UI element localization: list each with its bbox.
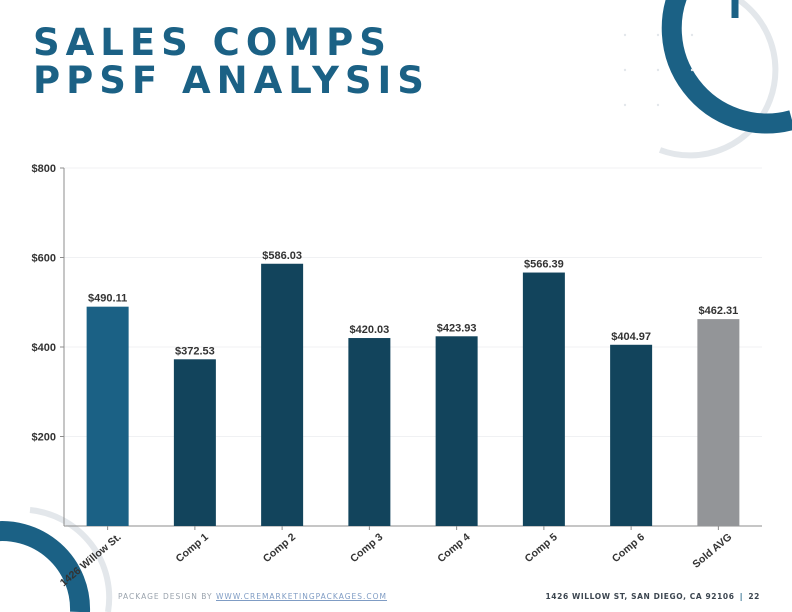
- page-title: SALES COMPS PPSF ANALYSIS: [33, 24, 430, 100]
- y-tick-label: $600: [32, 253, 56, 265]
- bar: [173, 359, 216, 526]
- footer-address-text: 1426 WILLOW ST, SAN DIEGO, CA 92106: [545, 592, 735, 601]
- decorative-dot: [623, 33, 627, 37]
- footer-credit-link[interactable]: WWW.CREMARKETINGPACKAGES.COM: [216, 592, 388, 601]
- footer-credit: PACKAGE DESIGN BY WWW.CREMARKETINGPACKAG…: [118, 592, 387, 601]
- footer-separator: |: [739, 592, 744, 601]
- x-tick-label: 1426 Willow St.: [58, 531, 124, 589]
- data-label: $423.93: [437, 322, 477, 334]
- data-label: $566.39: [524, 259, 564, 271]
- x-tick-label: Comp 6: [610, 531, 647, 565]
- decorative-dot: [623, 103, 627, 107]
- decorative-thin-arc: [29, 507, 113, 612]
- x-tick-label: Comp 2: [261, 531, 298, 565]
- x-tick-label: Comp 3: [348, 531, 385, 565]
- footer-credit-prefix: PACKAGE DESIGN BY: [118, 592, 213, 601]
- page-title-line-2: PPSF ANALYSIS: [33, 59, 430, 102]
- bar: [261, 263, 304, 526]
- data-label: $372.53: [175, 345, 215, 357]
- y-tick-label: $400: [32, 342, 56, 354]
- data-label: $586.03: [262, 250, 302, 262]
- data-label: $404.97: [611, 331, 651, 343]
- page-title-line-1: SALES COMPS: [33, 21, 392, 64]
- bar: [86, 306, 129, 526]
- x-tick-label: Comp 5: [523, 531, 560, 565]
- x-tick-label: Comp 4: [435, 531, 472, 565]
- decorative-arc-top-right: [623, 0, 792, 159]
- y-tick-label: $200: [32, 432, 56, 444]
- data-label: $420.03: [349, 324, 389, 336]
- decorative-dot: [690, 68, 694, 72]
- x-tick-label: Sold AVG: [690, 531, 734, 571]
- decorative-dot: [656, 33, 660, 37]
- decorative-thick-arc: [0, 521, 91, 612]
- decorative-thin-arc: [658, 0, 779, 159]
- bar: [610, 344, 653, 526]
- decorative-dot: [623, 68, 627, 72]
- bar: [435, 336, 478, 526]
- bar: [697, 319, 740, 526]
- y-tick-label: $800: [32, 163, 56, 175]
- footer-page-number: 22: [748, 592, 760, 601]
- decorative-dot: [656, 103, 660, 107]
- decorative-arc-bottom-left: [0, 507, 113, 612]
- decorative-dot: [656, 68, 660, 72]
- decorative-thick-arc: [661, 0, 792, 134]
- data-label: $462.31: [698, 305, 738, 317]
- bar: [522, 272, 565, 526]
- data-label: $490.11: [88, 293, 127, 305]
- x-tick-label: Comp 1: [174, 531, 211, 565]
- decorative-dot: [690, 33, 694, 37]
- bar: [348, 338, 391, 526]
- footer-address: 1426 WILLOW ST, SAN DIEGO, CA 92106 | 22: [545, 592, 760, 601]
